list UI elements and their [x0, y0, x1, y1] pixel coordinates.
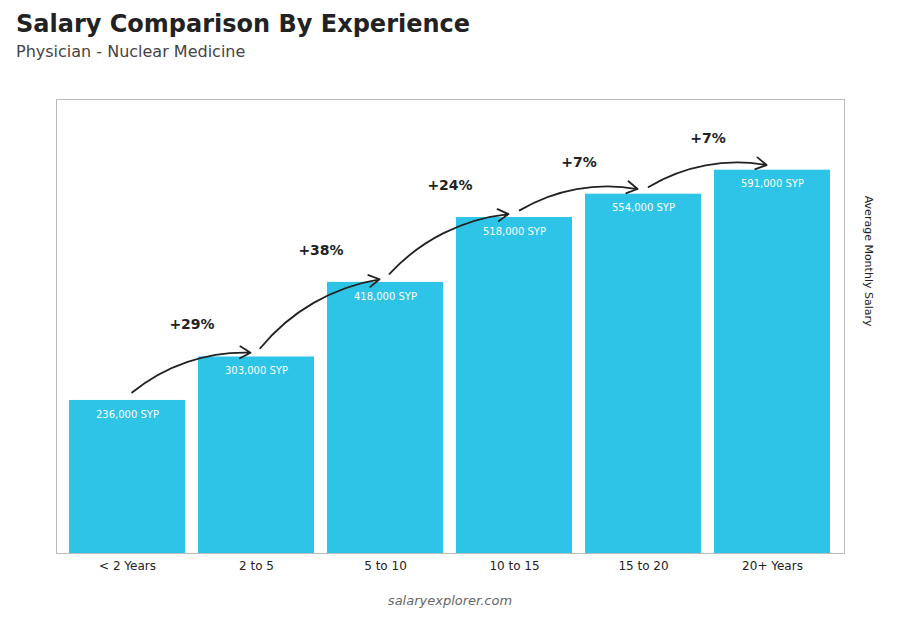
html-text:Salary Comparison By Experienc: Salary Comparison By Experience: [16, 10, 471, 38]
svg-text:+38%: +38%: [298, 242, 343, 258]
svg-text:418,000 SYP: 418,000 SYP: [354, 291, 417, 302]
svg-text:+24%: +24%: [427, 177, 472, 193]
svg-text:303,000 SYP: 303,000 SYP: [225, 365, 288, 376]
svg-text:236,000 SYP: 236,000 SYP: [96, 409, 159, 420]
svg-text:5 to 10: 5 to 10: [364, 559, 407, 573]
svg-text:591,000 SYP: 591,000 SYP: [741, 178, 804, 189]
html-text:Physician - Nuclear Medicine: Physician - Nuclear Medicine: [16, 42, 246, 61]
svg-text:+7%: +7%: [561, 154, 597, 170]
svg-text:20+ Years: 20+ Years: [742, 559, 803, 573]
svg-text:518,000 SYP: 518,000 SYP: [483, 226, 546, 237]
svg-text:554,000 SYP: 554,000 SYP: [612, 202, 675, 213]
svg-text:+7%: +7%: [690, 130, 726, 146]
svg-text:Average Monthly Salary: Average Monthly Salary: [862, 196, 875, 327]
svg-text:15 to 20: 15 to 20: [618, 559, 668, 573]
html-text:salaryexplorer.com: salaryexplorer.com: [387, 593, 513, 608]
svg-text:+29%: +29%: [169, 316, 214, 332]
svg-text:2 to 5: 2 to 5: [239, 559, 274, 573]
svg-text:10 to 15: 10 to 15: [489, 559, 539, 573]
svg-text:< 2 Years: < 2 Years: [99, 559, 156, 573]
